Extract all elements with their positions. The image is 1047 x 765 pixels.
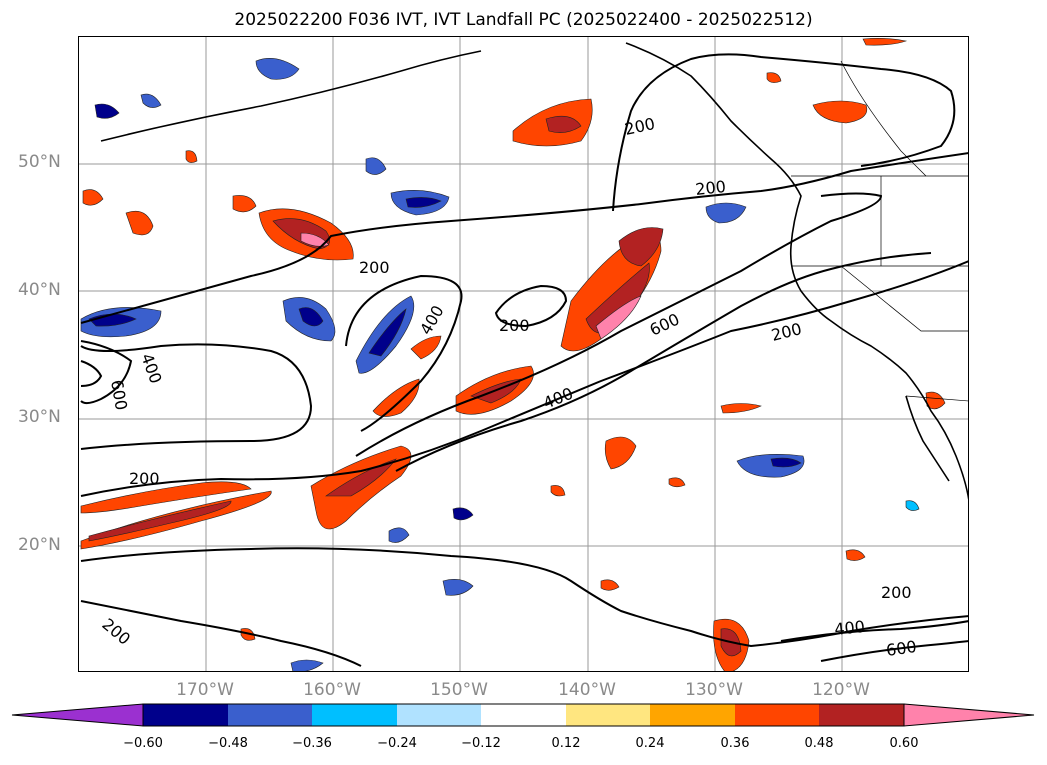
ivt-contours xyxy=(80,53,968,667)
colorbar-tick: −0.24 xyxy=(377,736,417,751)
contour-600-lower xyxy=(820,640,968,662)
lon-label-130w: 130°W xyxy=(685,680,743,700)
contour-label: 600 xyxy=(885,637,918,660)
contour-200-north xyxy=(80,152,968,324)
contour-200-gulf xyxy=(612,53,956,212)
contour-label: 200 xyxy=(98,615,134,649)
aleutian-islands xyxy=(100,50,482,142)
state-border-3 xyxy=(840,265,968,332)
colorbar-bin xyxy=(650,704,735,726)
contour-200-lower xyxy=(80,547,968,648)
lat-label-20n: 20°N xyxy=(18,535,61,555)
contour-label: 200 xyxy=(881,583,912,602)
contour-label: 200 xyxy=(694,177,726,199)
lat-label-30n: 30°N xyxy=(18,407,61,427)
colorbar-extend-high xyxy=(903,703,1035,727)
colorbar-tick: 0.12 xyxy=(551,736,581,751)
bc-border xyxy=(840,60,927,177)
contour-label: 600 xyxy=(107,378,131,411)
contour-label: 200 xyxy=(769,319,803,345)
contour-400-lower-east xyxy=(780,620,968,642)
contour-400-west xyxy=(345,274,463,432)
colorbar-tick: 0.48 xyxy=(804,736,834,751)
lat-label-40n: 40°N xyxy=(18,280,61,300)
colorbar-tick: 0.24 xyxy=(635,736,665,751)
political-borders xyxy=(791,60,968,402)
contour-600-west-edge xyxy=(80,360,103,387)
map-panel: 200 200 200 200 200 200 400 400 600 600 … xyxy=(78,36,969,672)
lon-label-170w: 170°W xyxy=(176,680,234,700)
negative-anomaly-areas xyxy=(80,58,920,671)
us-mexico-border xyxy=(905,395,968,402)
graticule xyxy=(79,37,968,671)
colorbar-bin xyxy=(228,704,312,726)
lat-label-50n: 50°N xyxy=(18,152,61,172)
contour-label: 400 xyxy=(137,351,165,386)
colorbar-bin xyxy=(735,704,819,726)
lon-label-140w: 140°W xyxy=(558,680,616,700)
coastline xyxy=(100,42,968,500)
contour-400-main xyxy=(355,192,883,457)
map-canvas: 200 200 200 200 200 200 400 400 600 600 … xyxy=(79,37,968,671)
colorbar-bin xyxy=(143,704,228,726)
colorbar-tick: −0.36 xyxy=(292,736,332,751)
contour-label: 600 xyxy=(647,309,683,339)
contour-label: 400 xyxy=(416,302,448,338)
lon-label-120w: 120°W xyxy=(812,680,870,700)
colorbar-extend-low xyxy=(11,703,144,727)
contour-label: 200 xyxy=(359,258,390,277)
contour-label: 200 xyxy=(623,114,657,139)
west-coast xyxy=(625,42,968,500)
colorbar-tick: 0.36 xyxy=(720,736,750,751)
colorbar-bin xyxy=(481,704,566,726)
positive-anomaly-areas xyxy=(80,38,946,671)
lon-label-150w: 150°W xyxy=(430,680,488,700)
colorbar-tick: −0.12 xyxy=(461,736,501,751)
baja-peninsula xyxy=(905,395,950,482)
colorbar-bin xyxy=(819,704,904,726)
lon-label-160w: 160°W xyxy=(303,680,361,700)
colorbar-bin xyxy=(397,704,481,726)
colorbar-outline xyxy=(142,703,905,727)
contour-200-south xyxy=(80,260,968,497)
colorbar-bin xyxy=(566,704,650,726)
contour-label: 400 xyxy=(540,384,575,413)
contour-400-west-edge xyxy=(80,340,133,405)
colorbar-bin xyxy=(312,704,397,726)
colorbar-tick: −0.60 xyxy=(123,736,163,751)
contour-label: 400 xyxy=(833,617,865,639)
colorbar-tick: −0.48 xyxy=(208,736,248,751)
map-title: 2025022200 F036 IVT, IVT Landfall PC (20… xyxy=(234,10,813,30)
colorbar-tick: 0.60 xyxy=(889,736,919,751)
contour-400-lower-west xyxy=(80,600,362,667)
contour-200-closed xyxy=(494,284,568,328)
contour-label: 200 xyxy=(499,316,530,335)
colorbar xyxy=(11,703,1035,727)
contour-600-main xyxy=(395,252,932,472)
contour-label: 200 xyxy=(129,469,160,488)
contour-200-west-loop xyxy=(80,343,313,450)
